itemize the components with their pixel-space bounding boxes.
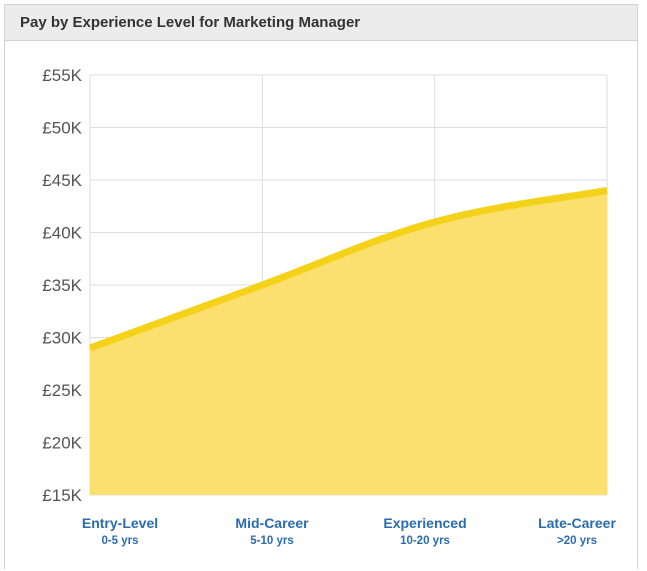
x-axis-labels: Entry-Level 0-5 yrs Mid-Career 5-10 yrs Expe… (82, 515, 617, 547)
x-category-label: Mid-Career (235, 515, 309, 531)
x-category-label: Entry-Level (82, 515, 158, 531)
x-category-sublabel: 0-5 yrs (101, 535, 138, 547)
y-tick-label: £40K (42, 224, 82, 243)
salary-area (90, 190, 607, 495)
y-tick-label: £25K (42, 381, 82, 400)
chart-header: Pay by Experience Level for Marketing Ma… (5, 5, 637, 41)
chart-title: Pay by Experience Level for Marketing Ma… (20, 14, 361, 31)
y-tick-label: £30K (42, 329, 82, 348)
y-tick-label: £45K (42, 171, 82, 190)
x-category-label: Experienced (383, 515, 466, 531)
y-tick-label: £50K (42, 119, 82, 138)
x-category-label: Late-Career (538, 515, 616, 531)
y-tick-label: £20K (42, 434, 82, 453)
salary-line (88, 187, 608, 352)
y-axis-ticks: £15K £20K £25K £30K £35K £40K £45K £50K £55K (42, 66, 82, 505)
y-tick-label: £35K (42, 276, 82, 295)
x-category-sublabel: >20 yrs (557, 535, 597, 547)
y-tick-label: £55K (42, 66, 82, 85)
x-category-sublabel: 10-20 yrs (400, 535, 450, 547)
y-tick-label: £15K (42, 486, 82, 505)
x-category-sublabel: 5-10 yrs (250, 535, 293, 547)
